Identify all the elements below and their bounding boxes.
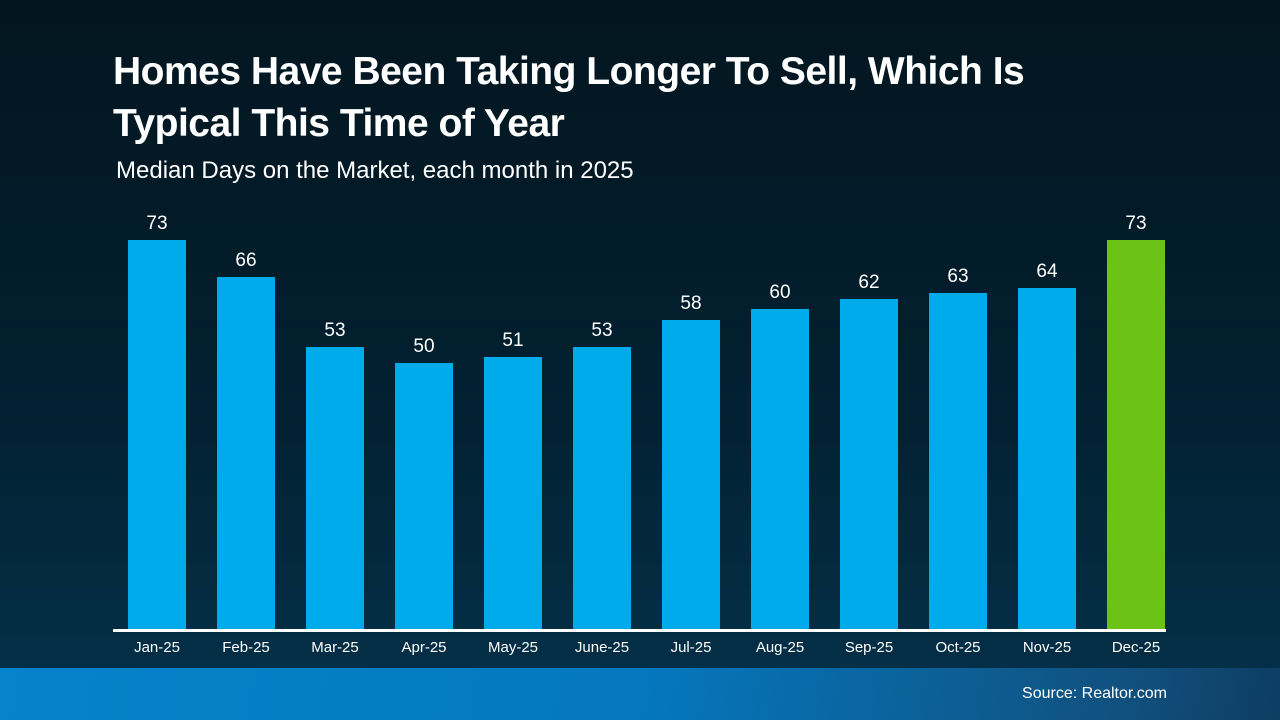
bar [217, 277, 275, 629]
bar [751, 309, 809, 629]
bar-value-label: 63 [947, 266, 969, 287]
bar [662, 320, 720, 629]
bar [484, 357, 542, 629]
x-axis-line [113, 629, 1166, 632]
x-tick-label: Feb-25 [222, 639, 270, 656]
bar-highlighted [1107, 240, 1165, 629]
bars-container: 73 66 53 50 51 53 58 60 62 63 64 73 [128, 213, 1165, 629]
footer-bar: Source: Realtor.com [0, 668, 1280, 720]
x-tick-label: June-25 [574, 639, 630, 656]
bar-column-Oct-25: 63 [929, 213, 987, 629]
bar-value-label: 50 [413, 336, 435, 357]
bar-value-label: 53 [591, 320, 613, 341]
bar [929, 293, 987, 629]
bar [573, 347, 631, 629]
bar-value-label: 51 [502, 330, 524, 351]
bar-column-May-25: 51 [484, 213, 542, 629]
bar-column-Aug-25: 60 [751, 213, 809, 629]
bar-value-label: 58 [680, 293, 702, 314]
bar-column-Nov-25: 64 [1018, 213, 1076, 629]
bar [395, 363, 453, 629]
bar-value-label: 53 [324, 320, 346, 341]
bar [1018, 288, 1076, 629]
slide-title-line-1: Homes Have Been Taking Longer To Sell, W… [113, 50, 1025, 93]
x-tick-label: Aug-25 [755, 639, 805, 656]
bar-value-label: 73 [1125, 213, 1147, 234]
x-tick-label: Jan-25 [134, 639, 180, 656]
x-tick-label: Dec-25 [1111, 639, 1161, 656]
bar [128, 240, 186, 629]
bar-value-label: 60 [769, 282, 791, 303]
bar-value-label: 62 [858, 272, 880, 293]
x-tick-label: Jul-25 [670, 639, 712, 656]
bar-column-Apr-25: 50 [395, 213, 453, 629]
chart-subtitle: Median Days on the Market, each month in… [116, 157, 634, 184]
x-tick-label: Nov-25 [1022, 639, 1072, 656]
bar [306, 347, 364, 629]
bar-column-Jan-25: 73 [128, 213, 186, 629]
bar [840, 299, 898, 629]
slide-title-line-2: Typical This Time of Year [113, 102, 565, 145]
x-tick-label: May-25 [487, 639, 539, 656]
x-tick-label: Oct-25 [935, 639, 981, 656]
bar-column-Feb-25: 66 [217, 213, 275, 629]
bar-column-Mar-25: 53 [306, 213, 364, 629]
x-axis-labels: Jan-25 Feb-25 Mar-25 Apr-25 May-25 June-25 Jul… [128, 639, 1165, 656]
source-label: Source: Realtor.com [1022, 685, 1167, 702]
bar-value-label: 73 [146, 213, 168, 234]
bar-column-Jul-25: 58 [662, 213, 720, 629]
slide-title: Homes Have Been Taking Longer To Sell, W… [113, 46, 1025, 150]
bar-column-Sep-25: 62 [840, 213, 898, 629]
bar-column-Dec-25: 73 [1107, 213, 1165, 629]
bar-column-June-25: 53 [573, 213, 631, 629]
bar-value-label: 64 [1036, 261, 1058, 282]
x-tick-label: Apr-25 [401, 639, 447, 656]
x-tick-label: Mar-25 [311, 639, 359, 656]
x-tick-label: Sep-25 [844, 639, 894, 656]
bar-value-label: 66 [235, 250, 257, 271]
